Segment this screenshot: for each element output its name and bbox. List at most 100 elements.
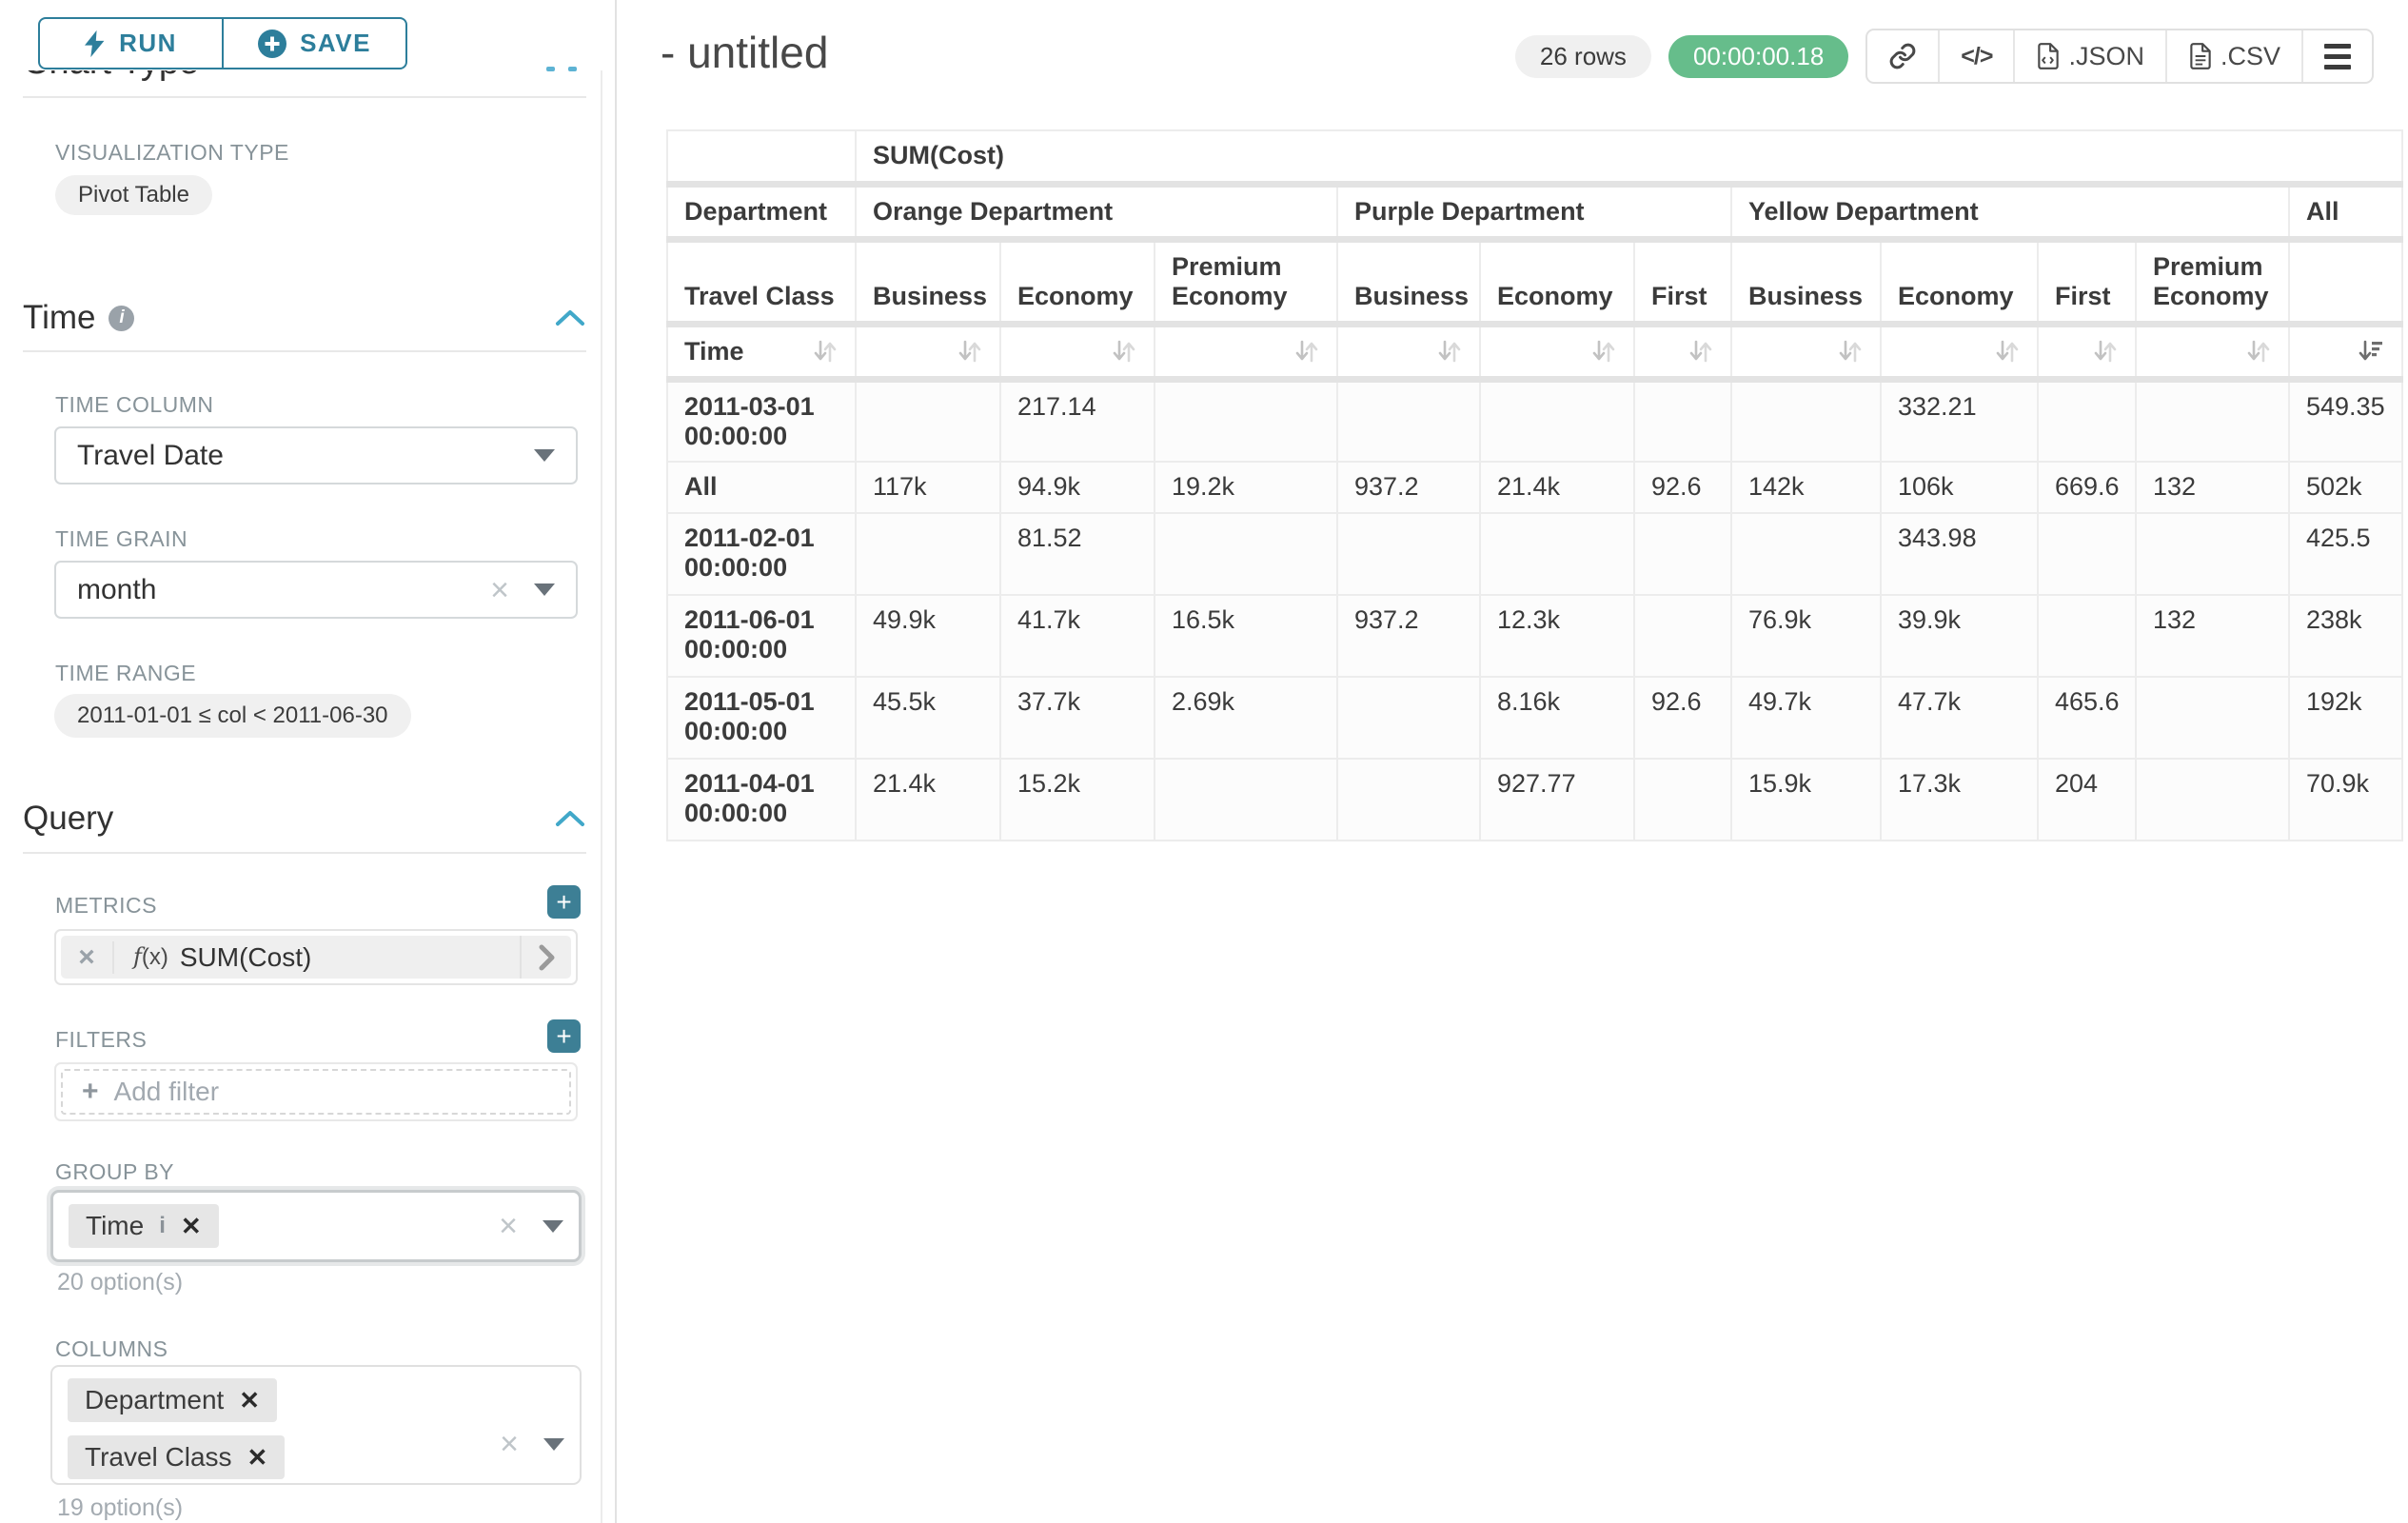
pivot-value-cell: 502k [2287, 460, 2404, 514]
pivot-data-row: All 117k 94.9k 19.2k 937.2 21.4k 92.6 142k 106k 6… [666, 460, 2404, 514]
pivot-sort-cell [855, 323, 1001, 383]
columns-tag[interactable]: Department ✕ [68, 1378, 278, 1422]
remove-tag-icon[interactable]: ✕ [247, 1442, 268, 1472]
add-filter-plus-button[interactable]: + [547, 1019, 581, 1053]
pivot-sort-cell [1880, 323, 2039, 383]
export-json-button[interactable]: .JSON [2013, 30, 2165, 82]
sort-icon[interactable] [1436, 337, 1463, 366]
pivot-value-cell: 465.6 [2037, 675, 2137, 760]
chevron-down-icon[interactable] [543, 1437, 564, 1451]
control-panel: Chart Type RUN SAVE VISUALIZATION TYPE P… [0, 0, 617, 1523]
pivot-value-cell: 117k [855, 460, 1001, 514]
add-metric-button[interactable]: + [547, 885, 581, 919]
divider [23, 852, 586, 854]
chevron-up-icon[interactable] [554, 808, 586, 829]
pivot-value-cell: 12.3k [1479, 593, 1635, 678]
pivot-value-cell [1336, 378, 1481, 463]
pivot-value-cell: 343.98 [1880, 511, 2039, 596]
pivot-sort-cell [1730, 323, 1882, 383]
sort-icon[interactable] [1590, 337, 1617, 366]
pivot-value-cell: 669.6 [2037, 460, 2137, 514]
export-csv-button[interactable]: .CSV [2164, 30, 2301, 82]
remove-metric-icon[interactable]: × [61, 940, 114, 974]
pivot-class-header: First [1633, 238, 1732, 327]
visualization-type-pill[interactable]: Pivot Table [55, 175, 212, 215]
chevron-down-icon[interactable] [534, 449, 555, 462]
plus-icon: + [82, 1076, 99, 1107]
sort-desc-icon[interactable] [2357, 337, 2385, 366]
pivot-row-header: 2011-05-01 00:00:00 [666, 675, 857, 760]
hamburger-icon [2324, 43, 2351, 69]
pivot-value-cell: 45.5k [855, 675, 1001, 760]
pivot-class-header: Premium Economy [2135, 238, 2290, 327]
pivot-row-header: 2011-06-01 00:00:00 [666, 593, 857, 678]
view-query-button[interactable]: </> [1938, 30, 2013, 82]
plus-circle-icon [258, 29, 287, 58]
time-column-select[interactable]: Travel Date [54, 426, 578, 485]
chevron-down-icon[interactable] [534, 583, 555, 596]
sort-icon[interactable] [1688, 337, 1714, 366]
pivot-value-cell: 70.9k [2287, 757, 2404, 841]
time-range-pill[interactable]: 2011-01-01 ≤ col < 2011-06-30 [54, 694, 411, 738]
pivot-value-cell [1479, 378, 1635, 463]
pivot-value-cell [2135, 511, 2290, 596]
menu-button[interactable] [2301, 30, 2372, 82]
sort-icon[interactable] [1293, 337, 1320, 366]
pivot-value-cell: 192k [2287, 675, 2404, 760]
chart-title[interactable]: - untitled [661, 28, 829, 77]
columns-select[interactable]: Department ✕ Travel Class ✕ × [50, 1365, 582, 1485]
chevron-down-icon[interactable] [543, 1219, 563, 1233]
group-by-select[interactable]: Time i ✕ × [50, 1190, 582, 1262]
sort-icon[interactable] [2245, 337, 2272, 366]
chevron-up-icon[interactable] [554, 307, 586, 328]
pivot-value-cell: 549.35 [2287, 378, 2404, 463]
group-by-options-hint: 20 option(s) [57, 1269, 184, 1296]
metric-pill[interactable]: × f(x) SUM(Cost) [61, 936, 571, 979]
time-section-title: Time [23, 299, 96, 336]
sort-icon[interactable] [1111, 337, 1137, 366]
time-grain-select[interactable]: month × [54, 561, 578, 619]
add-filter-button[interactable]: + Add filter [61, 1069, 571, 1115]
remove-tag-icon[interactable]: ✕ [239, 1385, 261, 1414]
pivot-class-row: Travel Class Business Economy Premium Econo… [666, 238, 2404, 327]
pivot-value-cell: 39.9k [1880, 593, 2039, 678]
sort-icon[interactable] [2092, 337, 2119, 366]
sidebar-scrollbar[interactable] [601, 0, 602, 1523]
pivot-value-cell: 15.2k [999, 757, 1155, 841]
pivot-metric-header: SUM(Cost) [854, 129, 2404, 188]
pivot-value-cell: 937.2 [1336, 460, 1481, 514]
group-by-tag[interactable]: Time i ✕ [69, 1204, 219, 1248]
chevron-right-icon [539, 944, 555, 970]
expand-metric-button[interactable] [520, 936, 571, 979]
pivot-class-header: First [2037, 238, 2137, 327]
save-button[interactable]: SAVE [223, 17, 407, 69]
pivot-department-header: Purple Department [1336, 183, 1732, 243]
pivot-value-cell: 15.9k [1730, 757, 1882, 841]
time-column-label: TIME COLUMN [55, 392, 214, 417]
sort-icon[interactable] [1837, 337, 1864, 366]
pivot-sort-cell [1479, 323, 1635, 383]
pivot-corner-cell [666, 129, 857, 188]
remove-tag-icon[interactable]: ✕ [180, 1211, 202, 1240]
pivot-table: SUM(Cost) Department Orange Department Purp… [666, 129, 2404, 841]
clear-icon[interactable]: × [499, 1208, 518, 1244]
share-link-button[interactable] [1867, 30, 1938, 82]
columns-tag[interactable]: Travel Class ✕ [68, 1435, 286, 1479]
pivot-value-cell [1730, 378, 1882, 463]
pivot-class-header: Economy [1479, 238, 1635, 327]
run-button[interactable]: RUN [38, 17, 223, 69]
sort-icon[interactable] [812, 337, 839, 366]
pivot-value-cell [1633, 511, 1732, 596]
pivot-value-cell: 49.9k [855, 593, 1001, 678]
pivot-time-label: Time [684, 336, 744, 366]
pivot-sort-cell [2037, 323, 2137, 383]
sort-icon[interactable] [957, 337, 983, 366]
pivot-value-cell: 217.14 [999, 378, 1155, 463]
pivot-value-cell [1336, 511, 1481, 596]
pivot-value-cell [1633, 757, 1732, 841]
clear-icon[interactable]: × [500, 1426, 519, 1462]
clear-icon[interactable]: × [490, 571, 509, 608]
pivot-value-cell: 937.2 [1336, 593, 1481, 678]
pivot-value-cell [1633, 593, 1732, 678]
sort-icon[interactable] [1994, 337, 2021, 366]
